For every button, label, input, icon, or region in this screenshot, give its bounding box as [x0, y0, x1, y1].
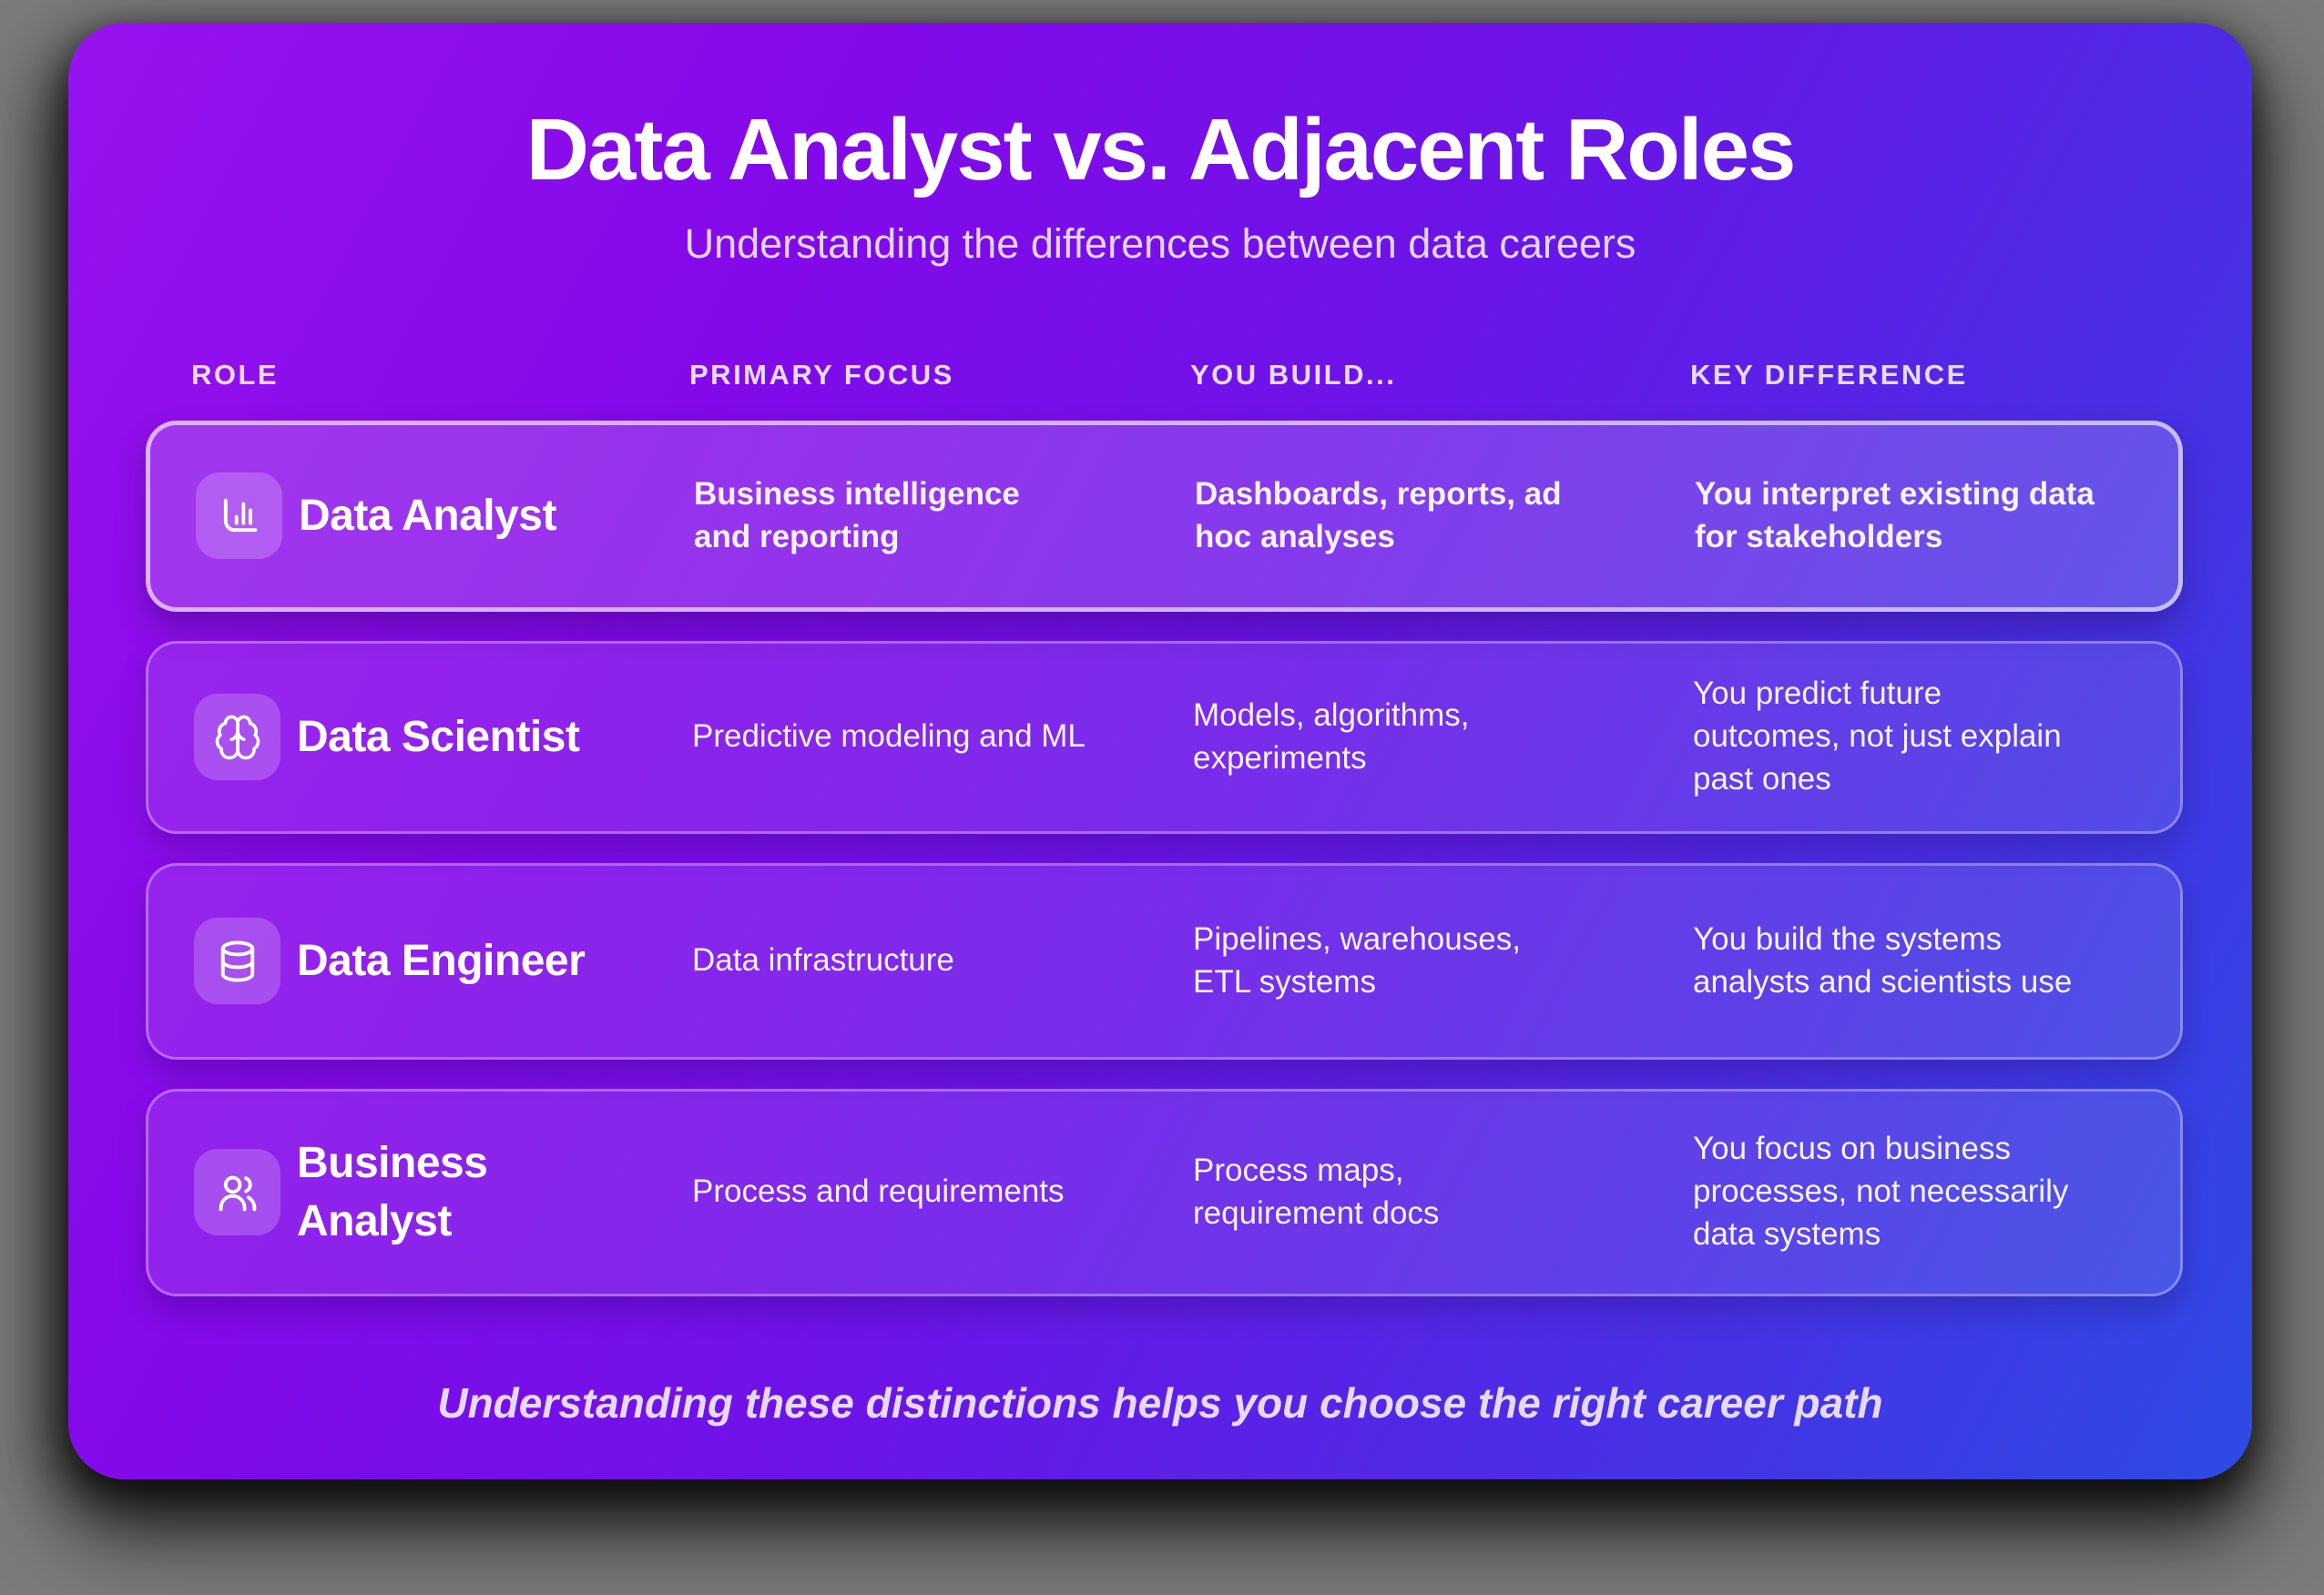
role-row-data-engineer: Data Engineer Data infrastructure Pipeli… [146, 862, 2183, 1060]
difference-cell: You build the systems analysts and scien… [1693, 920, 2073, 1000]
role-name: Data Analyst [299, 492, 556, 541]
role-cell: Data Scientist [194, 694, 692, 781]
bar-chart-icon [196, 472, 282, 560]
column-header-key-difference: KEY DIFFERENCE [1690, 358, 1968, 391]
page-title: Data Analyst vs. Adjacent Roles [525, 101, 1797, 198]
build-cell: Dashboards, reports, ad hoc analyses [1195, 475, 1562, 554]
roles-table: ROLE PRIMARY FOCUS YOU BUILD... KEY DIFF… [146, 359, 2183, 1296]
focus-cell: Process and requirements [692, 1173, 1065, 1210]
column-header-you-build: YOU BUILD... [1190, 358, 1397, 391]
database-icon [194, 918, 280, 1005]
role-name: Data Engineer [297, 937, 586, 986]
infographic-card: Data Analyst vs. Adjacent Roles Understa… [68, 23, 2252, 1479]
focus-cell: Business intelligence and reporting [694, 475, 1020, 554]
difference-cell: You interpret existing data for stakehol… [1695, 475, 2095, 554]
role-cell: Data Engineer [194, 918, 692, 1005]
difference-cell: You predict future outcomes, not just ex… [1693, 676, 2062, 798]
role-row-data-analyst: Data Analyst Business intelligence and r… [146, 420, 2183, 612]
build-cell: Process maps, requirement docs [1193, 1152, 1440, 1231]
role-name: Business Analyst [297, 1139, 488, 1245]
footer-note: Understanding these distinctions helps y… [437, 1378, 1883, 1427]
focus-cell: Predictive modeling and ML [692, 718, 1086, 755]
role-row-data-scientist: Data Scientist Predictive modeling and M… [146, 640, 2183, 834]
brain-icon [194, 694, 280, 781]
build-cell: Models, algorithms, experiments [1193, 696, 1470, 776]
difference-cell: You focus on business processes, not nec… [1693, 1131, 2069, 1253]
focus-cell: Data infrastructure [692, 942, 954, 979]
role-cell: Business Analyst [194, 1134, 692, 1250]
table-body: Data Analyst Business intelligence and r… [146, 420, 2183, 1296]
page-subtitle: Understanding the differences between da… [684, 219, 1636, 267]
role-row-business-analyst: Business Analyst Process and requirement… [146, 1088, 2183, 1296]
users-icon [194, 1149, 280, 1236]
role-cell: Data Analyst [196, 472, 694, 560]
build-cell: Pipelines, warehouses, ETL systems [1193, 920, 1521, 1000]
column-header-primary-focus: PRIMARY FOCUS [689, 358, 954, 391]
column-header-role: ROLE [191, 358, 280, 391]
role-name: Data Scientist [297, 713, 580, 762]
table-header: ROLE PRIMARY FOCUS YOU BUILD... KEY DIFF… [146, 359, 2183, 391]
